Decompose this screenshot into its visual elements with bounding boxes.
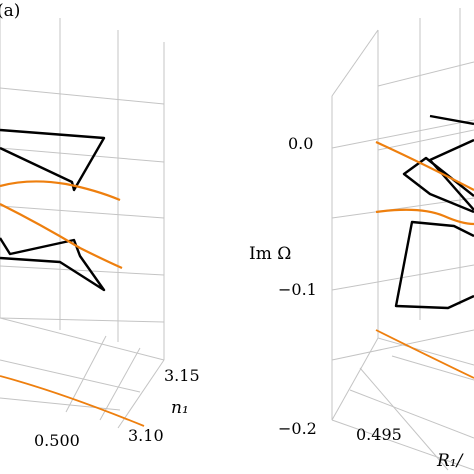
floor-edge-line xyxy=(0,317,165,361)
left-panel-label: (a) xyxy=(0,1,20,21)
floor-edge-line xyxy=(331,419,474,471)
right-y-tick-label: −0.2 xyxy=(278,419,317,438)
floor-grid-line xyxy=(359,367,449,471)
grid-line-horizontal xyxy=(0,87,165,105)
floor-edge-line xyxy=(377,337,474,366)
series-line xyxy=(394,114,474,310)
series-line xyxy=(375,329,474,379)
grid-line-horizontal xyxy=(331,119,474,149)
series-line xyxy=(375,208,474,226)
series-line xyxy=(0,237,106,292)
floor-grid-line xyxy=(99,347,141,421)
floor-edge-line xyxy=(331,337,379,421)
grid-line-horizontal xyxy=(331,264,474,291)
right-y-tick-label: 0.0 xyxy=(288,134,313,153)
right-x-axis-label: R₁/ xyxy=(436,451,465,471)
right-grid-lines xyxy=(331,8,474,471)
right-y-tick-label: −0.1 xyxy=(278,280,317,299)
series-line xyxy=(0,128,106,192)
right-3d-panel: Im Ω 0.0 −0.1 −0.2 0.495 R₁/ xyxy=(249,8,474,471)
series-line xyxy=(0,203,123,270)
grid-line-horizontal xyxy=(331,197,474,219)
left-depth-tick-label: 3.15 xyxy=(164,366,200,385)
floor-grid-line xyxy=(0,397,121,411)
right-y-axis-label: Im Ω xyxy=(249,244,291,264)
grid-line-horizontal xyxy=(0,265,165,276)
floor-grid-line xyxy=(65,335,107,413)
series-line xyxy=(0,180,121,202)
grid-line-horizontal xyxy=(0,205,165,219)
floor-edge-line xyxy=(117,359,165,429)
grid-line-horizontal xyxy=(0,317,165,323)
grid-line-horizontal xyxy=(0,147,165,163)
left-depth-tick-label: 3.10 xyxy=(128,426,164,445)
left-3d-panel: (a) 0.500 3.15 3.10 n₁ xyxy=(0,1,200,450)
series-line xyxy=(0,375,145,427)
grid-line-horizontal xyxy=(377,129,474,151)
left-depth-axis-label: n₁ xyxy=(171,398,189,418)
grid-line-diagonal xyxy=(331,29,379,97)
series-line xyxy=(375,140,474,191)
floor-grid-line xyxy=(391,355,474,381)
left-x-tick-label: 0.500 xyxy=(34,431,80,450)
floor-grid-line xyxy=(349,389,474,439)
right-x-tick-label: 0.495 xyxy=(356,425,402,444)
left-series-group xyxy=(0,128,145,427)
grid-line-horizontal xyxy=(377,61,474,87)
right-series-group xyxy=(375,114,474,379)
floor-grid-line xyxy=(0,359,141,393)
